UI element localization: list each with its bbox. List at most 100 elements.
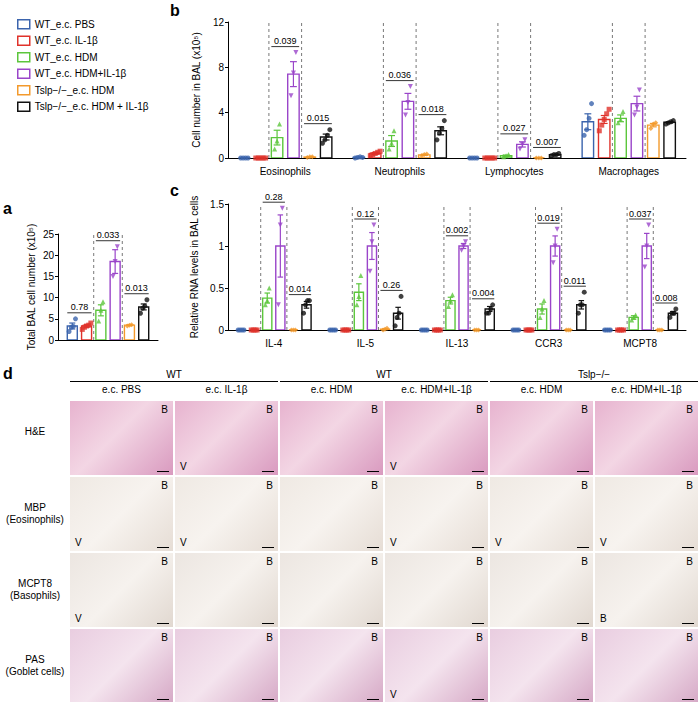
svg-text:Relative RNA levels in BAL cel: Relative RNA levels in BAL cells [189, 196, 200, 338]
html-text:B: B [266, 556, 273, 567]
svg-text:12: 12 [213, 17, 225, 28]
html-text:B: B [266, 404, 273, 415]
html-text:B: B [686, 404, 693, 415]
svg-text:1.5: 1.5 [210, 199, 224, 210]
svg-text:0.027: 0.027 [503, 123, 526, 133]
svg-text:0.014: 0.014 [289, 284, 312, 294]
svg-text:a: a [3, 200, 12, 217]
svg-text:Cell number in BAL (x10⁵): Cell number in BAL (x10⁵) [191, 32, 202, 148]
html-text:B: B [266, 632, 273, 643]
html-text:(Eosinophils): (Eosinophils) [6, 514, 64, 525]
svg-text:Lymphocytes: Lymphocytes [485, 166, 544, 177]
svg-text:0.26: 0.26 [383, 280, 401, 290]
svg-text:0.013: 0.013 [125, 283, 148, 293]
html-text:B: B [161, 404, 168, 415]
html-text:B: B [686, 556, 693, 567]
svg-text:1: 1 [218, 241, 224, 252]
svg-text:0.002: 0.002 [446, 225, 469, 235]
svg-text:Total BAL cell number (x10⁵): Total BAL cell number (x10⁵) [26, 224, 37, 351]
html-text:B: B [476, 556, 483, 567]
svg-text:8: 8 [218, 62, 224, 73]
html-text:Tslp−/−: Tslp−/− [577, 369, 611, 380]
html-text:B: B [371, 404, 378, 415]
html-text:(Goblet cells): (Goblet cells) [5, 666, 65, 677]
svg-text:0.019: 0.019 [537, 213, 560, 223]
svg-text:0.037: 0.037 [629, 209, 652, 219]
svg-text:4: 4 [218, 107, 224, 118]
svg-text:IL-5: IL-5 [357, 338, 375, 349]
html-text:d: d [3, 365, 13, 382]
svg-text:0.5: 0.5 [210, 283, 224, 294]
svg-text:0: 0 [218, 325, 224, 336]
html-text:WT: WT [376, 369, 392, 380]
html-text:B: B [476, 480, 483, 491]
html-text:V: V [600, 537, 607, 548]
html-text:e.c. PBS: e.c. PBS [102, 384, 141, 395]
html-text:PAS: PAS [25, 654, 45, 665]
html-text:MCPT8: MCPT8 [18, 578, 52, 589]
svg-text:WT_e.c. PBS: WT_e.c. PBS [35, 19, 95, 30]
html-text:B: B [371, 480, 378, 491]
svg-text:WT_e.c. HDM: WT_e.c. HDM [35, 52, 98, 63]
html-text:V: V [495, 537, 502, 548]
html-text:MBP: MBP [24, 502, 46, 513]
svg-text:c: c [170, 182, 179, 199]
html-text:WT: WT [166, 369, 182, 380]
svg-text:10: 10 [43, 292, 55, 303]
svg-text:25: 25 [43, 229, 55, 240]
html-text:e.c. HDM+IL-1β: e.c. HDM+IL-1β [611, 384, 682, 395]
svg-text:0.008: 0.008 [655, 293, 678, 303]
svg-text:Macrophages: Macrophages [598, 166, 659, 177]
svg-text:0.011: 0.011 [564, 276, 586, 286]
html-text:B: B [161, 632, 168, 643]
html-text:V: V [180, 537, 187, 548]
svg-text:WT_e.c. IL-1β: WT_e.c. IL-1β [35, 35, 98, 46]
svg-text:0: 0 [48, 335, 54, 346]
svg-text:0.004: 0.004 [472, 288, 495, 298]
svg-text:0.036: 0.036 [388, 70, 411, 80]
svg-text:Tslp−/−_e.c. HDM: Tslp−/−_e.c. HDM [35, 85, 114, 96]
html-text:V: V [390, 537, 397, 548]
svg-text:Tslp−/−_e.c. HDM + IL-1β: Tslp−/−_e.c. HDM + IL-1β [35, 101, 149, 112]
svg-text:0.78: 0.78 [71, 302, 89, 312]
html-text:B: B [161, 480, 168, 491]
svg-text:IL-13: IL-13 [446, 338, 469, 349]
html-text:B: B [476, 404, 483, 415]
html-text:B: B [581, 480, 588, 491]
svg-text:IL-4: IL-4 [265, 338, 283, 349]
html-text:B: B [161, 556, 168, 567]
html-text:e.c. HDM: e.c. HDM [520, 384, 563, 395]
html-text:B: B [686, 480, 693, 491]
html-text:H&E: H&E [24, 426, 46, 437]
html-text:B: B [266, 480, 273, 491]
html-text:e.c. HDM: e.c. HDM [310, 384, 353, 395]
svg-text:b: b [170, 2, 180, 19]
html-text:V: V [75, 537, 82, 548]
svg-text:0.039: 0.039 [274, 36, 297, 46]
svg-text:0: 0 [218, 153, 224, 164]
html-text:(Basophils): (Basophils) [10, 590, 60, 601]
svg-text:5: 5 [48, 313, 54, 324]
svg-text:0.033: 0.033 [97, 230, 120, 240]
html-text:V: V [390, 461, 397, 472]
svg-text:Neutrophils: Neutrophils [374, 166, 425, 177]
svg-text:CCR3: CCR3 [535, 338, 563, 349]
svg-text:MCPT8: MCPT8 [623, 338, 657, 349]
html-text:B: B [371, 556, 378, 567]
svg-text:0.018: 0.018 [421, 104, 444, 114]
svg-text:WT_e.c. HDM+IL-1β: WT_e.c. HDM+IL-1β [35, 68, 127, 79]
html-text:e.c. HDM+IL-1β: e.c. HDM+IL-1β [401, 384, 472, 395]
svg-text:Eosinophils: Eosinophils [260, 166, 311, 177]
svg-text:0.007: 0.007 [536, 137, 559, 147]
svg-text:0.28: 0.28 [265, 192, 283, 202]
svg-text:0.015: 0.015 [307, 113, 330, 123]
html-text:e.c. IL-1β: e.c. IL-1β [205, 384, 248, 395]
html-text:B: B [581, 556, 588, 567]
svg-text:0.12: 0.12 [357, 209, 375, 219]
html-text:V: V [75, 613, 82, 624]
svg-text:20: 20 [43, 250, 55, 261]
html-text:V: V [180, 461, 187, 472]
svg-text:15: 15 [43, 271, 55, 282]
html-text:B: B [600, 613, 607, 624]
html-text:B: B [581, 404, 588, 415]
